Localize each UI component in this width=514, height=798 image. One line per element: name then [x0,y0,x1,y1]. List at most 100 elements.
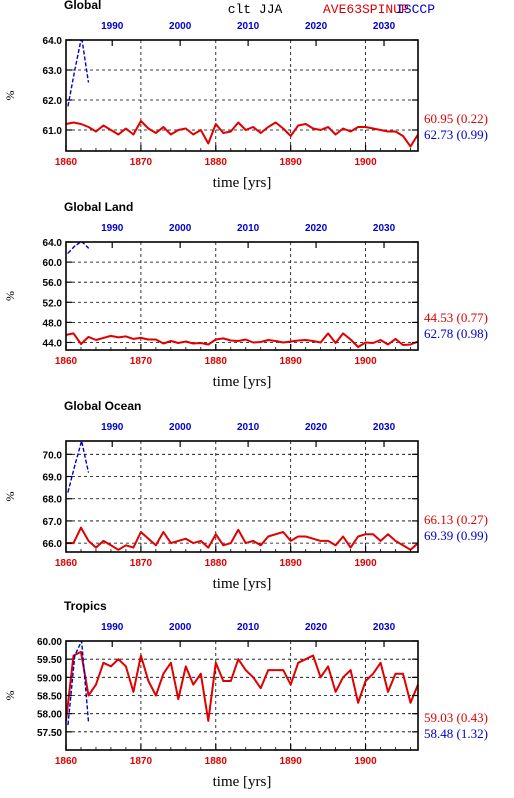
model-data-point [117,336,119,338]
model-data-point [335,342,337,344]
x-tick-label-bottom: 1880 [205,558,228,569]
model-data-point [192,684,194,686]
x-tick-label-bottom: 1870 [130,356,153,367]
model-data-point [140,337,142,339]
model-data-point [327,332,329,334]
model-series-line [66,526,418,551]
model-data-point [335,691,337,693]
model-data-point [380,662,382,664]
y-tick-label: 58.00 [37,710,62,721]
model-data-point [305,658,307,660]
x-tick-label-bottom: 1900 [354,356,377,367]
obs-data-point [87,247,89,249]
model-data-point [125,335,127,337]
model-data-point [177,129,179,131]
model-data-point [132,547,134,549]
x-tick-label-top: 2020 [305,622,328,633]
obs-data-point [74,654,76,657]
model-data-point [87,694,90,697]
model-data-point [200,342,202,344]
model-data-point [237,529,239,531]
model-data-point [102,662,104,664]
y-axis-label: % [3,492,17,502]
model-data-point [409,145,412,148]
model-data-point [357,535,359,538]
model-data-point [110,544,112,546]
model-data-point [207,343,209,346]
model-data-point [342,676,344,678]
model-data-point [140,120,142,122]
model-data-point [394,540,397,542]
x-tick-label-top: 2010 [237,223,260,234]
model-stat-annotation: 60.95 (0.22) [424,111,488,126]
model-data-point [95,684,97,686]
model-data-point [350,669,352,671]
model-data-point [290,135,292,137]
model-data-point [162,673,164,675]
model-data-point [125,127,127,130]
x-tick-label-top: 2030 [373,622,396,633]
y-tick-label: 56.0 [43,278,63,289]
model-data-point [312,538,314,540]
model-data-point [200,540,202,542]
model-data-point [230,680,232,682]
model-data-point [394,338,397,340]
model-series-line [66,650,418,722]
x-tick-label-bottom: 1900 [354,558,377,569]
model-data-point [192,342,194,345]
model-data-point [215,338,217,341]
model-data-point [87,540,90,542]
model-data-point [170,662,172,664]
model-data-point [327,665,329,668]
model-data-point [402,135,404,137]
model-data-point [95,547,97,549]
model-data-point [320,676,322,678]
model-data-point [117,133,119,136]
model-data-point [357,126,359,128]
model-data-point [72,332,75,334]
model-data-point [372,533,374,535]
model-data-point [170,542,172,544]
y-tick-label: 61.0 [43,126,63,137]
model-data-point [245,542,247,544]
y-tick-label: 57.50 [37,728,62,739]
plot-frame [65,440,419,553]
model-data-point [245,338,247,341]
model-data-point [267,535,269,538]
x-tick-label-bottom: 1890 [280,157,303,168]
model-data-point [252,341,254,344]
obs-data-point [74,245,76,247]
x-tick-label-top: 1990 [101,422,124,433]
model-data-point [237,121,239,124]
x-tick-label-top: 2030 [373,21,396,32]
model-data-point [380,540,382,542]
x-tick-label-top: 1990 [101,21,124,32]
x-tick-label-top: 2000 [169,21,192,32]
obs-data-point [67,105,69,107]
model-data-point [372,342,374,344]
obs-data-point [81,36,82,37]
panel-title: Global [64,0,101,12]
model-data-point [297,339,299,342]
model-data-point [207,547,209,549]
panel-3: Global Ocean 1860 1870 1880 1890 1900 1990 2000… [3,399,488,592]
model-data-point [282,669,284,671]
model-data-point [80,651,82,653]
x-tick-label-top: 2020 [305,223,328,234]
model-series-line [66,120,418,148]
model-data-point [80,343,82,345]
model-data-point [95,339,97,341]
x-tick-label-bottom: 1860 [55,356,78,367]
model-data-point [215,533,217,535]
plot-frame [65,241,419,351]
model-data-point [335,544,337,546]
obs-data-point [67,724,69,726]
y-axis-label: % [3,291,17,301]
model-data-point [177,342,179,344]
model-data-point [132,338,134,340]
y-axis-label: % [3,91,17,101]
model-data-point [162,126,164,128]
panel-1: Global 1860 1870 1880 1890 1900 1990 2000 2010 20… [3,0,488,191]
model-data-point [117,658,119,660]
y-tick-label: 67.0 [43,517,63,528]
